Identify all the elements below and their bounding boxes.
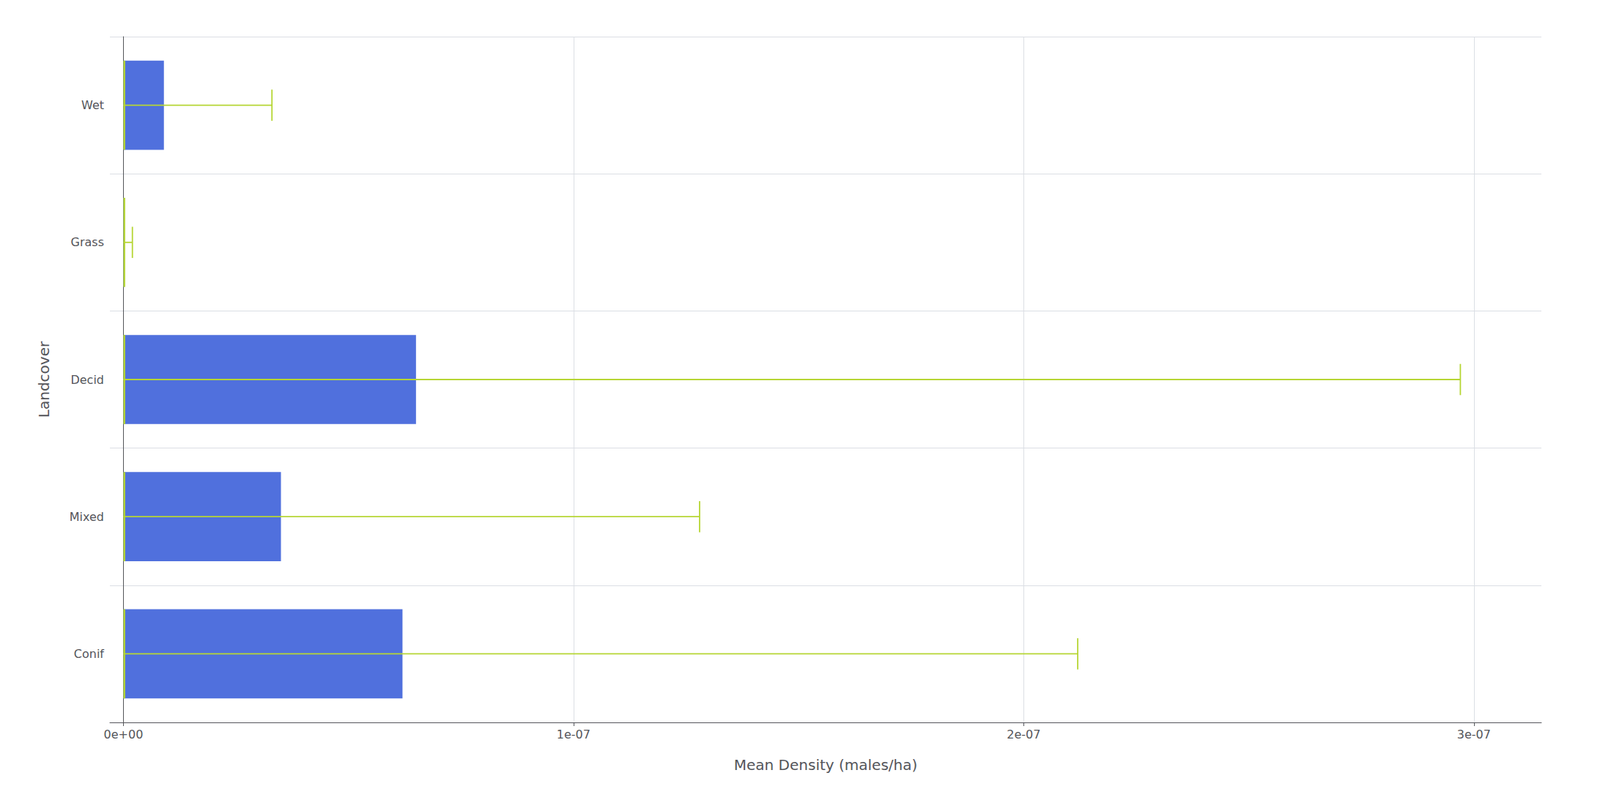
svg-text:Grass: Grass xyxy=(71,235,105,250)
svg-text:3e-07: 3e-07 xyxy=(1457,727,1491,742)
svg-text:Decid: Decid xyxy=(70,372,105,387)
svg-text:0e+00: 0e+00 xyxy=(104,727,144,742)
svg-text:1e-07: 1e-07 xyxy=(556,727,591,742)
svg-text:Conif: Conif xyxy=(73,646,105,661)
svg-text:Landcover: Landcover xyxy=(35,340,53,418)
svg-text:Mean Density (males/ha): Mean Density (males/ha) xyxy=(734,756,918,774)
svg-text:Wet: Wet xyxy=(81,98,105,113)
svg-text:2e-07: 2e-07 xyxy=(1006,727,1041,742)
svg-text:Mixed: Mixed xyxy=(69,509,105,524)
